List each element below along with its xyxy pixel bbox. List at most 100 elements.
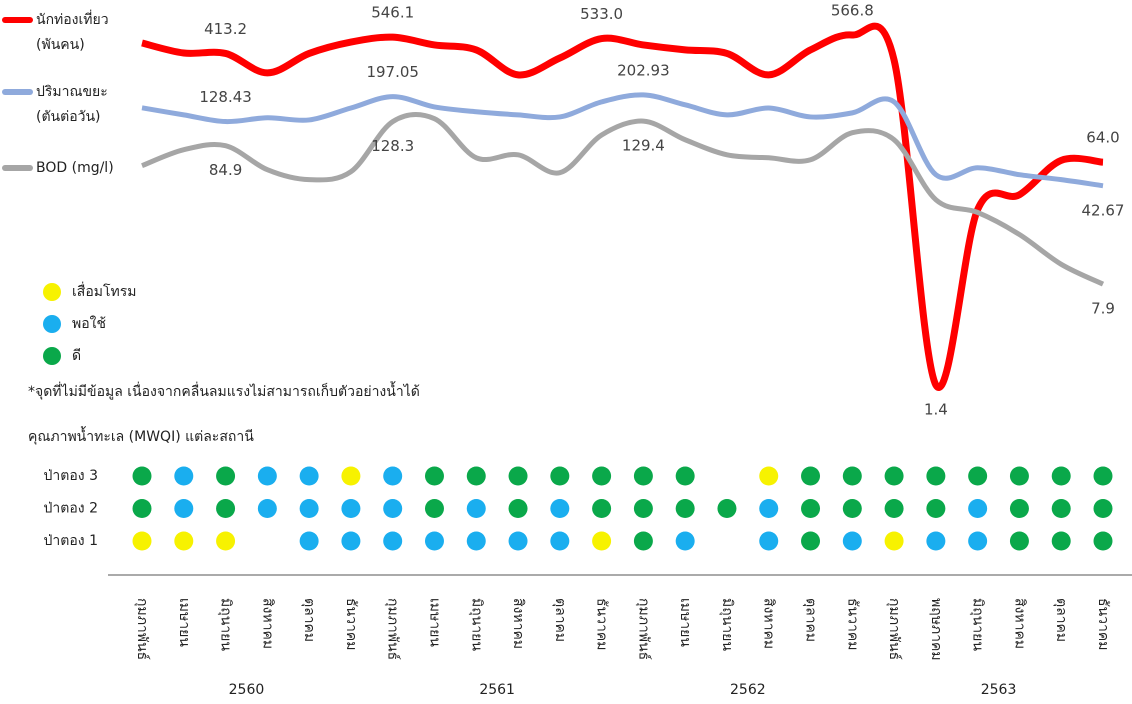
quality-dot [174,531,194,551]
value-label: 7.9 [1091,300,1115,318]
quality-dot [132,531,152,551]
quality-dot [299,531,319,551]
x-tick-label: กุมภาพันธ์ [385,598,402,660]
quality-dot [633,466,653,486]
station-label: ป่าตอง 2 [44,501,98,517]
value-label: 533.0 [580,5,623,23]
quality-dot [132,499,152,518]
value-label: 64.0 [1086,129,1119,147]
quality-dot [1051,466,1071,486]
x-tick-label: เมษายน [426,598,442,647]
quality-dot [926,499,946,518]
legend-label: ปริมาณขยะ (ตันต่อวัน) [36,84,108,125]
quality-dot [550,531,570,551]
legend-label: BOD (mg/l) [36,160,114,176]
value-label: 197.05 [366,63,419,81]
quality-dot [675,499,695,518]
quality-dot [550,466,570,486]
quality-dot [759,466,779,486]
quality-dot [424,531,444,551]
quality-dot [424,499,444,518]
x-tick-label: ธันวาคม [1095,598,1111,650]
x-tick-label: มิถุนายน [468,598,484,651]
value-label: 84.9 [209,161,242,179]
quality-dot [1093,466,1113,486]
group-label: 2563 [981,682,1017,698]
x-tick-label: ตุลาคม [803,598,819,642]
quality-dot [884,466,904,486]
group-label: 2562 [730,682,766,698]
x-tick-label: กุมภาพันธ์ [635,598,652,660]
quality-dot [341,531,361,551]
quality-dot [842,531,862,551]
quality-dot [801,499,821,518]
quality-dot [926,531,946,551]
quality-dot [1009,466,1029,486]
x-tick-label: มิถุนายน [218,598,234,651]
section-title: คุณภาพน้ำทะเล (MWQI) แต่ละสถานี [28,426,254,445]
quality-dot [801,466,821,486]
value-label: 566.8 [831,2,874,20]
legend-dot [43,347,61,365]
quality-dot [299,499,319,518]
quality-dot [842,466,862,486]
legend-line: BOD (mg/l) [36,160,114,176]
x-tick-label: มิถุนายน [970,598,986,651]
quality-dot [174,466,194,486]
value-label: 202.93 [617,61,670,79]
quality-dot [257,466,277,486]
legend-line: นักท่องเที่ยว [36,10,109,28]
quality-dot [1093,531,1113,551]
series-line [141,22,1104,391]
x-tick-label: ธันวาคม [343,598,359,650]
quality-dot [592,531,612,551]
series-line [141,112,1105,287]
quality-dot [550,499,570,518]
quality-dot [675,466,695,486]
quality-dot [383,499,403,518]
legend-line: (ตันต่อวัน) [36,109,101,125]
quality-dot [842,499,862,518]
quality-dot [968,531,988,551]
x-tick-label: สิงหาคม [259,598,275,649]
value-label: 129.4 [622,137,665,155]
x-tick-label: ตุลาคม [552,598,568,642]
quality-dot [508,466,528,486]
group-label: 2561 [479,682,515,698]
quality-dot [174,499,194,518]
quality-dot [383,466,403,486]
quality-dot [508,499,528,518]
x-tick-label: เมษายน [677,598,693,647]
quality-dot [1009,499,1029,518]
legend-line: (พันคน) [36,37,85,53]
quality-dot [466,466,486,486]
legend-line: ปริมาณขยะ [36,84,108,100]
value-label: 546.1 [371,4,414,22]
legend-label: พอใช้ [72,315,106,332]
quality-dot [216,466,236,486]
group-label: 2560 [229,682,265,698]
station-label: ป่าตอง 1 [44,533,98,549]
value-label: 1.4 [924,401,948,419]
quality-dot [132,466,152,486]
quality-dot [926,466,946,486]
quality-dot [299,466,319,486]
legend-label: ดี [72,348,81,364]
quality-dot [717,499,737,518]
x-tick-label: ตุลาคม [1053,598,1069,642]
quality-dot [1051,531,1071,551]
quality-dot [216,531,236,551]
quality-dot [968,499,988,518]
x-tick-label: เมษายน [176,598,192,647]
x-tick-label: สิงหาคม [761,598,777,649]
x-tick-label: สิงหาคม [1011,598,1027,649]
x-tick-label: กุมภาพันธ์ [134,598,151,660]
legend-dot [43,315,61,333]
value-label: 128.43 [199,88,252,106]
quality-dot [341,466,361,486]
quality-dot [759,531,779,551]
quality-dot [592,499,612,518]
quality-dot [341,499,361,518]
legend-label: นักท่องเที่ยว (พันคน) [36,10,109,53]
